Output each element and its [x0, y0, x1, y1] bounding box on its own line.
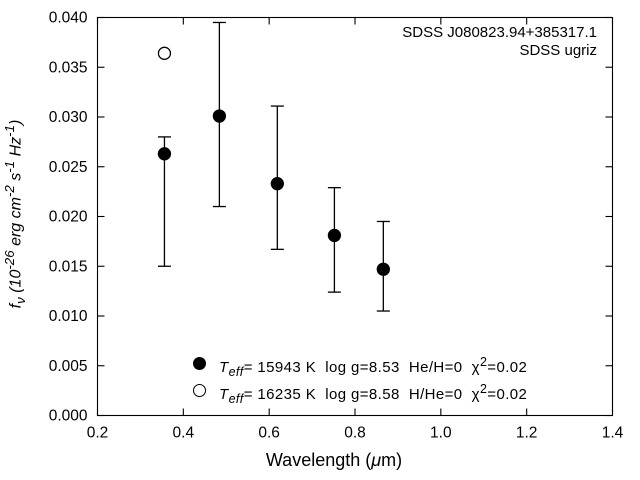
svg-text:0.8: 0.8 — [344, 425, 366, 442]
svg-text:0.020: 0.020 — [49, 209, 88, 226]
svg-text:0.000: 0.000 — [49, 408, 88, 425]
svg-text:0.030: 0.030 — [49, 109, 88, 126]
svg-text:1.4: 1.4 — [602, 425, 624, 442]
svg-text:0.025: 0.025 — [49, 159, 88, 176]
svg-text:0.2: 0.2 — [87, 425, 109, 442]
svg-text:0.6: 0.6 — [258, 425, 280, 442]
svg-text:0.010: 0.010 — [49, 308, 88, 325]
svg-text:1.0: 1.0 — [430, 425, 452, 442]
svg-text:0.015: 0.015 — [49, 258, 88, 275]
svg-text:0.4: 0.4 — [173, 425, 195, 442]
svg-text:0.035: 0.035 — [49, 59, 88, 76]
svg-text:1.2: 1.2 — [516, 425, 538, 442]
svg-text:0.005: 0.005 — [49, 358, 88, 375]
